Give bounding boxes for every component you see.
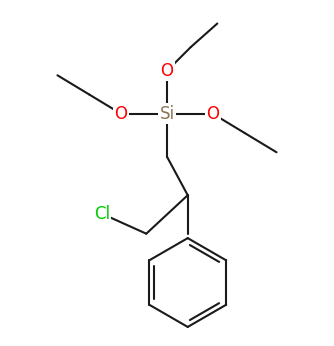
Text: Si: Si (159, 105, 175, 123)
Text: Cl: Cl (94, 205, 110, 223)
Text: O: O (161, 62, 173, 80)
Text: O: O (115, 105, 128, 123)
Text: O: O (206, 105, 219, 123)
